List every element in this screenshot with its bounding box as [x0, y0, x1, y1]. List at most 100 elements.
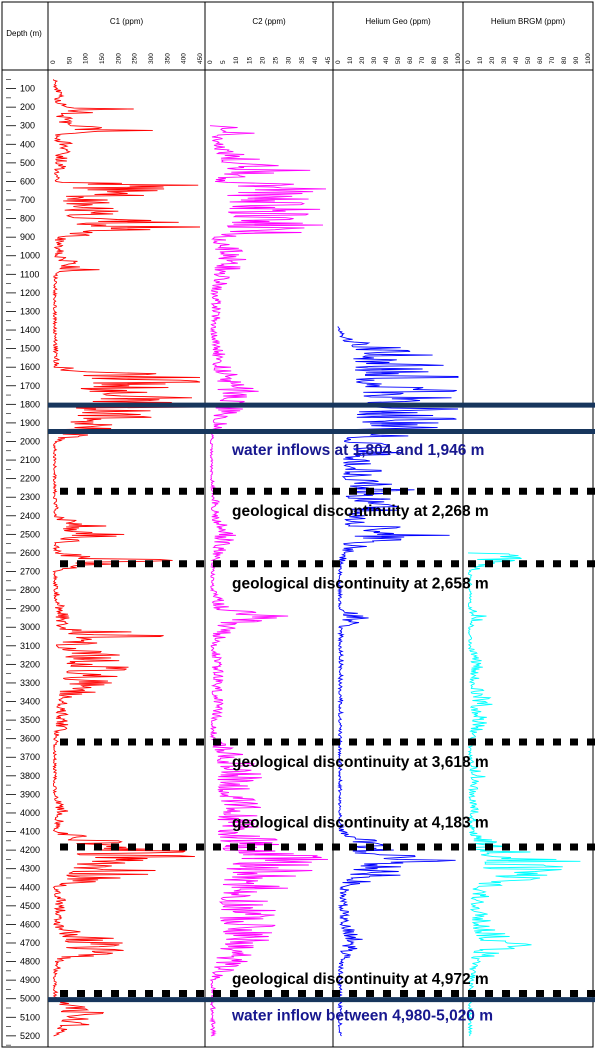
track-tick-label: 10 — [347, 56, 354, 64]
depth-tick-label: 4600 — [20, 919, 40, 929]
depth-tick-label: 1100 — [20, 269, 39, 279]
track-tick-label: 0 — [50, 60, 57, 64]
depth-tick-label: 2800 — [20, 585, 40, 595]
track-tick-label: 400 — [181, 53, 188, 64]
track-tick-label: 30 — [371, 56, 378, 64]
trace-c1 — [52, 79, 201, 1037]
depth-tick-label: 700 — [20, 195, 35, 205]
depth-tick-label: 5000 — [20, 994, 40, 1004]
depth-tick-label: 4400 — [20, 882, 40, 892]
depth-tick-label: 2200 — [20, 474, 40, 484]
depth-tick-label: 400 — [20, 139, 35, 149]
depth-tick-label: 2000 — [20, 436, 40, 446]
depth-tick-label: 4800 — [20, 957, 40, 967]
depth-tick-label: 3600 — [20, 734, 40, 744]
depth-tick-label: 600 — [20, 176, 35, 186]
track-tick-label: 450 — [197, 53, 204, 64]
depth-tick-label: 3300 — [20, 678, 40, 688]
depth-tick-label: 4300 — [20, 864, 40, 874]
depth-tick-label: 1800 — [20, 399, 40, 409]
trace-c2 — [209, 125, 329, 1037]
track-tick-label: 20 — [489, 56, 496, 64]
trace-helium-geo — [337, 326, 459, 1037]
track-tick-label: 350 — [164, 53, 171, 64]
track-tick-label: 300 — [148, 53, 155, 64]
track-tick-label: 5 — [220, 60, 227, 64]
track-tick-label: 40 — [383, 56, 390, 64]
annotation-discontinuity: geological discontinuity at 3,618 m — [232, 754, 489, 771]
depth-tick-label: 2100 — [20, 455, 40, 465]
track-tick-label: 50 — [395, 56, 402, 64]
depth-tick-label: 4200 — [20, 845, 40, 855]
depth-tick-label: 1900 — [20, 418, 40, 428]
track-tick-label: 0 — [335, 60, 342, 64]
track-tick-label: 100 — [585, 53, 592, 64]
track-tick-label: 0 — [465, 60, 472, 64]
depth-ticks: 100 200 300 400 500 600 700 800 900 1000 1100 1200 1… — [6, 78, 40, 1046]
annotation-discontinuity: geological discontinuity at 4,183 m — [232, 814, 489, 831]
depth-tick-label: 3700 — [20, 752, 40, 762]
annotations: water inflows at 1,804 and 1,946 m geolog… — [231, 442, 493, 1025]
depth-tick-label: 5200 — [20, 1031, 40, 1041]
track-tick-label: 70 — [549, 56, 556, 64]
track-tick-label: 200 — [115, 53, 122, 64]
depth-axis-title: Depth (m) — [6, 29, 42, 38]
depth-tick-label: 2900 — [20, 604, 40, 614]
depth-tick-label: 2700 — [20, 567, 40, 577]
depth-tick-label: 200 — [20, 102, 35, 112]
track-tick-label: 15 — [246, 56, 253, 64]
depth-tick-label: 4000 — [20, 808, 40, 818]
track-tick-label: 20 — [359, 56, 366, 64]
depth-tick-label: 3800 — [20, 771, 40, 781]
depth-tick-label: 500 — [20, 158, 35, 168]
track-tick-label: 60 — [407, 56, 414, 64]
track-tick-label: 80 — [561, 56, 568, 64]
depth-tick-label: 4100 — [20, 827, 40, 837]
depth-tick-label: 4900 — [20, 975, 40, 985]
track-tick-label: 45 — [325, 56, 332, 64]
depth-tick-label: 1600 — [20, 362, 40, 372]
depth-tick-label: 300 — [20, 121, 35, 131]
depth-tick-label: 4500 — [20, 901, 40, 911]
track-tick-label: 25 — [273, 56, 280, 64]
depth-tick-label: 4700 — [20, 938, 40, 948]
depth-tick-label: 3400 — [20, 697, 40, 707]
track-tick-label: 10 — [233, 56, 240, 64]
depth-tick-label: 3000 — [20, 622, 40, 632]
depth-tick-label: 800 — [20, 214, 35, 224]
depth-tick-label: 2600 — [20, 548, 40, 558]
depth-tick-label: 3900 — [20, 789, 40, 799]
track-tick-label: 40 — [312, 56, 319, 64]
depth-tick-label: 1200 — [20, 288, 40, 298]
depth-tick-label: 1000 — [20, 251, 40, 261]
depth-tick-label: 5100 — [20, 1012, 40, 1022]
track-tick-label: 100 — [83, 53, 90, 64]
track-tick-label: 90 — [443, 56, 450, 64]
depth-tick-label: 3100 — [20, 641, 40, 651]
depth-tick-label: 100 — [20, 84, 35, 94]
track-title: C1 (ppm) — [110, 17, 144, 26]
track-tick-label: 0 — [207, 60, 214, 64]
track-headers: Depth (m) C1 (ppm)0 50 100 150 200 250 300 350 4… — [6, 17, 592, 64]
trace-helium-brgm — [467, 552, 581, 1037]
depth-tick-label: 1400 — [20, 325, 40, 335]
annotation-discontinuity: geological discontinuity at 4,972 m — [232, 971, 489, 988]
track-tick-label: 60 — [537, 56, 544, 64]
depth-tick-label: 1500 — [20, 344, 40, 354]
depth-tick-label: 1700 — [20, 381, 40, 391]
track-tick-label: 50 — [66, 56, 73, 64]
annotation-water: water inflow between 4,980-5,020 m — [231, 1007, 493, 1024]
depth-tick-label: 1300 — [20, 306, 40, 316]
track-tick-label: 20 — [259, 56, 266, 64]
annotation-water: water inflows at 1,804 and 1,946 m — [231, 442, 484, 459]
track-tick-label: 10 — [477, 56, 484, 64]
track-title: Helium BRGM (ppm) — [491, 17, 566, 26]
depth-tick-label: 3200 — [20, 659, 40, 669]
depth-tick-label: 3500 — [20, 715, 40, 725]
depth-tick-label: 2500 — [20, 529, 40, 539]
track-tick-label: 40 — [513, 56, 520, 64]
track-tick-label: 30 — [286, 56, 293, 64]
track-tick-label: 70 — [419, 56, 426, 64]
